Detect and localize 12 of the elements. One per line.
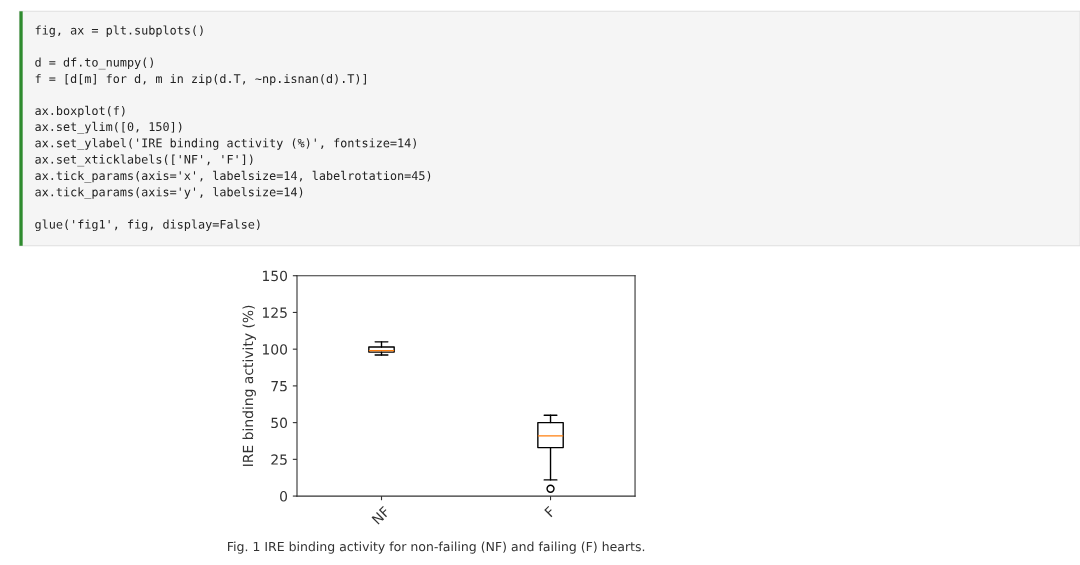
y-tick-label: 150 bbox=[262, 270, 288, 282]
y-tick-label: 75 bbox=[271, 381, 287, 392]
text: fig, ax = plt.subplots() d = df.to_numpy() f = [d[m] for d, m in zip(d.T, ~np.isnan(d).T)] ax.boxplot(f) ax.set_ylim([0, 150]) ax.set_ylabel('IRE binding activity (%)', fontsize=14) ax.set_xticklabels(['NF', 'F']) ax.tick_params(axis='x', labelsize=14, labelrotation=45) ax.tick_params(axis='y', labelsize=14) glue('fig1', fig, display=False) bbox=[35, 25, 431, 232]
y-axis-title: IRE binding activity (%) bbox=[242, 305, 256, 466]
y-tick-label: 100 bbox=[262, 344, 288, 355]
y-tick-label: 0 bbox=[280, 491, 288, 502]
y-tick-label: 125 bbox=[262, 307, 287, 318]
x-tick-label: F bbox=[544, 505, 556, 518]
x-tick-label: NF bbox=[371, 505, 391, 525]
y-tick-label: 25 bbox=[271, 454, 287, 465]
y-tick-label: 50 bbox=[271, 417, 288, 429]
caption: Fig. 1 IRE binding activity for non-failing (NF) and failing (F) hearts. bbox=[228, 541, 645, 554]
